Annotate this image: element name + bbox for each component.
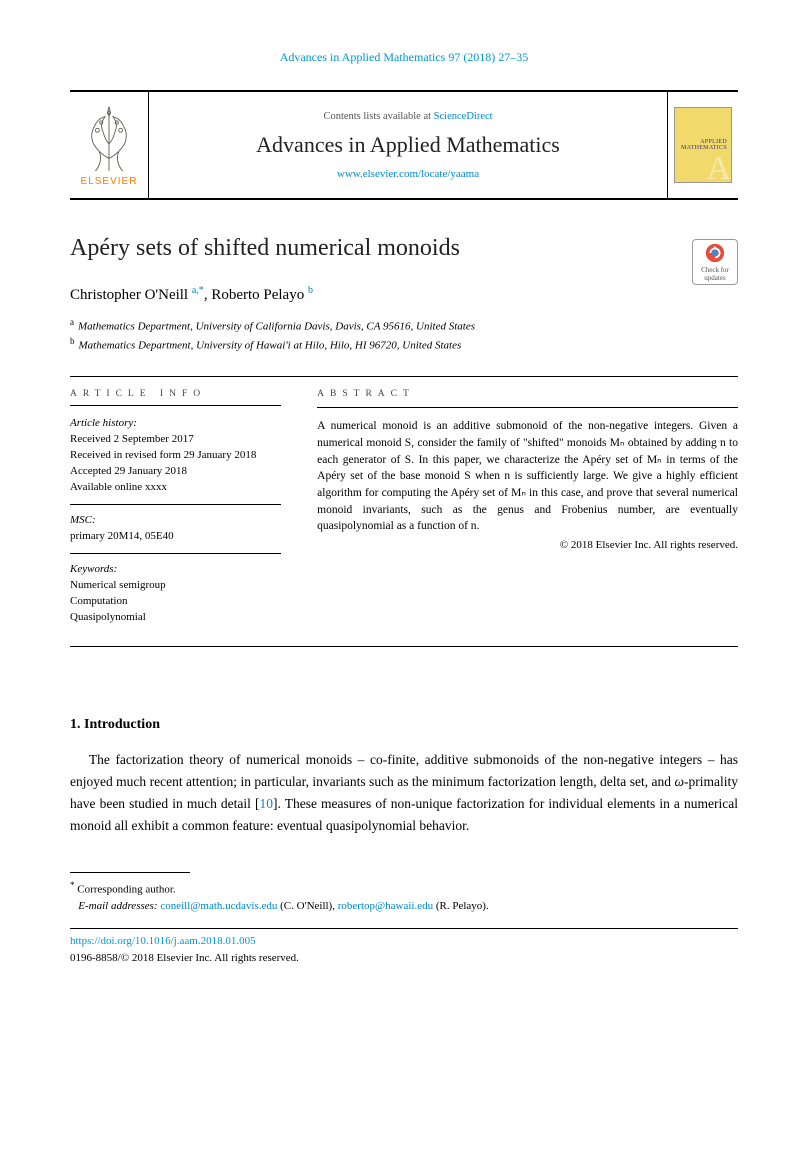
- email-attribution: (C. O'Neill): [280, 900, 332, 912]
- check-updates-badge[interactable]: Check for updates: [692, 239, 738, 285]
- email-addresses: E-mail addresses: coneill@math.ucdavis.e…: [70, 898, 738, 915]
- msc-label: MSC:: [70, 513, 281, 529]
- running-head-link[interactable]: Advances in Applied Mathematics 97 (2018…: [280, 50, 529, 64]
- elsevier-tree-icon: [75, 104, 143, 174]
- doi-link[interactable]: https://doi.org/10.1016/j.aam.2018.01.00…: [70, 935, 256, 947]
- affiliation: aMathematics Department, University of C…: [70, 316, 738, 335]
- journal-homepage-link[interactable]: www.elsevier.com/locate/yaama: [337, 168, 479, 180]
- abstract-heading: abstract: [317, 389, 738, 399]
- info-abstract-row: article info Article history: Received 2…: [70, 376, 738, 646]
- masthead-center: Contents lists available at ScienceDirec…: [148, 92, 668, 198]
- article-info-column: article info Article history: Received 2…: [70, 377, 317, 645]
- bottom-rule: [70, 928, 738, 929]
- copyright-line: 0196-8858/© 2018 Elsevier Inc. All right…: [70, 950, 738, 967]
- journal-cover[interactable]: APPLIED MATHEMATICS A: [668, 92, 738, 198]
- author-name[interactable]: Christopher O'Neill a,*: [70, 287, 204, 303]
- email-attribution: (R. Pelayo): [436, 900, 486, 912]
- author-list: Christopher O'Neill a,*, Roberto Pelayo …: [70, 285, 738, 304]
- divider: [70, 405, 281, 406]
- bottom-block: https://doi.org/10.1016/j.aam.2018.01.00…: [70, 933, 738, 966]
- article-info-heading: article info: [70, 389, 281, 399]
- keywords-label: Keywords:: [70, 562, 281, 578]
- history-line: Received 2 September 2017: [70, 432, 281, 448]
- affiliations: aMathematics Department, University of C…: [70, 316, 738, 354]
- abstract-copyright: © 2018 Elsevier Inc. All rights reserved…: [317, 539, 738, 551]
- keywords-block: Keywords: Numerical semigroup Computatio…: [70, 562, 281, 634]
- elsevier-logo[interactable]: ELSEVIER: [70, 92, 148, 198]
- keyword: Numerical semigroup: [70, 578, 281, 594]
- divider: [317, 407, 738, 408]
- updates-line1: Check for: [701, 266, 729, 274]
- masthead: ELSEVIER Contents lists available at Sci…: [70, 90, 738, 200]
- keyword: Quasipolynomial: [70, 610, 281, 626]
- journal-name: Advances in Applied Mathematics: [256, 132, 560, 158]
- history-line: Accepted 29 January 2018: [70, 464, 281, 480]
- article-history-block: Article history: Received 2 September 20…: [70, 416, 281, 505]
- journal-cover-thumb: APPLIED MATHEMATICS A: [674, 107, 732, 183]
- updates-line2: updates: [704, 274, 725, 282]
- corresponding-author-note: * Corresponding author.: [70, 879, 738, 898]
- author-name[interactable]: Roberto Pelayo b: [211, 287, 313, 303]
- article-title: Apéry sets of shifted numerical monoids: [70, 235, 460, 262]
- history-label: Article history:: [70, 416, 281, 432]
- affiliation: bMathematics Department, University of H…: [70, 335, 738, 354]
- abstract-text: A numerical monoid is an additive submon…: [317, 418, 738, 535]
- history-line: Received in revised form 29 January 2018: [70, 448, 281, 464]
- contents-available-line: Contents lists available at ScienceDirec…: [323, 111, 492, 122]
- section-heading: 1. Introduction: [70, 717, 738, 733]
- footnote-rule: [70, 872, 190, 873]
- email-link[interactable]: coneill@math.ucdavis.edu: [160, 900, 277, 912]
- running-head: Advances in Applied Mathematics 97 (2018…: [70, 50, 738, 65]
- contents-prefix: Contents lists available at: [323, 111, 433, 122]
- cover-letter-icon: A: [706, 152, 731, 186]
- body-paragraph: The factorization theory of numerical mo…: [70, 749, 738, 838]
- keyword: Computation: [70, 594, 281, 610]
- updates-icon: [704, 242, 726, 264]
- elsevier-wordmark: ELSEVIER: [81, 176, 138, 187]
- email-link[interactable]: robertop@hawaii.edu: [338, 900, 433, 912]
- abstract-column: abstract A numerical monoid is an additi…: [317, 377, 738, 645]
- msc-value: primary 20M14, 05E40: [70, 529, 281, 545]
- sciencedirect-link[interactable]: ScienceDirect: [434, 111, 493, 122]
- msc-block: MSC: primary 20M14, 05E40: [70, 513, 281, 554]
- citation-link[interactable]: 10: [260, 796, 274, 811]
- history-line: Available online xxxx: [70, 480, 281, 496]
- footnotes: * Corresponding author. E-mail addresses…: [70, 879, 738, 915]
